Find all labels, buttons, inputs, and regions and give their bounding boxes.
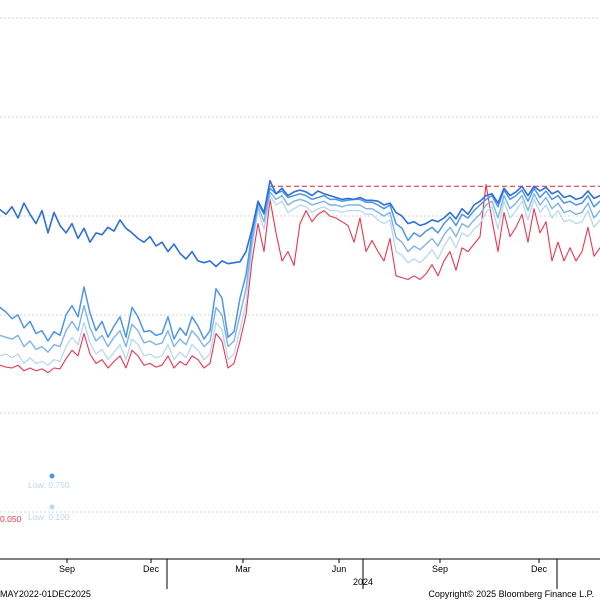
x-tick-label-3: Jun <box>332 564 347 574</box>
x-axis: Sep Dec Mar Jun Sep Dec 2024 <box>0 558 600 589</box>
low-label-2: Low: 0.100 <box>28 512 70 522</box>
series-line-1 <box>0 187 600 342</box>
series-line-3 <box>0 194 600 366</box>
low-label-1: Low: 0.750 <box>28 480 70 490</box>
date-range-label: MAY2022-01DEC2025 <box>0 589 91 599</box>
x-tick-label-5: Dec <box>531 564 548 574</box>
low-marker-0 <box>49 473 55 479</box>
year-label: 2024 <box>353 577 373 587</box>
copyright-label: Copyright© 2025 Bloomberg Finance L.P. <box>428 589 594 599</box>
series-layer <box>0 179 600 374</box>
x-tick-label-2: Mar <box>235 564 251 574</box>
series-line-4 <box>0 183 600 374</box>
grid-lines <box>0 17 600 513</box>
low-labels: 0.050 Low: 0.750 Low: 0.100 <box>0 473 70 524</box>
x-tick-label-4: Sep <box>432 564 448 574</box>
low-marker-1 <box>49 504 55 510</box>
series-line-2 <box>0 191 600 353</box>
chart-footer: MAY2022-01DEC2025 Copyright© 2025 Bloomb… <box>0 589 594 599</box>
x-tick-label-0: Sep <box>59 564 75 574</box>
low-label-0: 0.050 <box>0 514 22 524</box>
series-line-0 <box>0 179 600 268</box>
x-tick-label-1: Dec <box>143 564 160 574</box>
